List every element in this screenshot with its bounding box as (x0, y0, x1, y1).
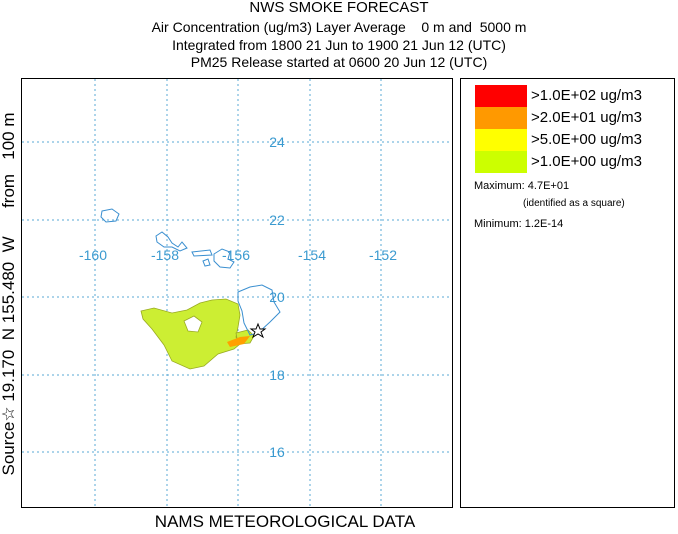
legend-label-1: >1.0E+02 ug/m3 (531, 87, 642, 104)
title: NWS SMOKE FORECAST (249, 0, 429, 16)
subtitle-concentration: Air Concentration (ug/m3) Layer Average … (151, 19, 527, 35)
lon-label-160: -160 (79, 247, 107, 263)
subtitle-release: PM25 Release started at 0600 20 Jun 12 (… (190, 54, 488, 70)
source-location-label: Source☆ 19.170 N 155.480 W from 100 m (0, 112, 18, 476)
graticule (22, 79, 452, 507)
legend-label-2: >2.0E+01 ug/m3 (531, 109, 642, 126)
lon-label-154: -154 (298, 247, 326, 263)
legend-maximum: Maximum: 4.7E+01 (474, 180, 570, 192)
lat-label-20: 20 (269, 289, 285, 305)
coastline-hawaii (100, 208, 281, 336)
legend-swatch-red (475, 85, 527, 107)
lat-label-22: 22 (269, 212, 285, 228)
legend-minimum: Minimum: 1.2E-14 (474, 218, 564, 230)
lon-label-156: -156 (222, 247, 250, 263)
lat-label-18: 18 (269, 367, 285, 383)
legend-label-3: >5.0E+00 ug/m3 (531, 131, 642, 148)
meteorological-data-label: NAMS METEOROLOGICAL DATA (154, 512, 416, 531)
legend-maximum-note: (identified as a square) (523, 198, 625, 209)
legend-swatch-orange (475, 107, 527, 129)
legend-panel: >1.0E+02 ug/m3 >2.0E+01 ug/m3 >5.0E+00 u… (460, 78, 675, 508)
subtitle-integration: Integrated from 1800 21 Jun to 1900 21 J… (172, 37, 506, 53)
lat-label-24: 24 (269, 134, 285, 150)
legend-swatch-yellow (475, 129, 527, 151)
lon-label-158: -158 (151, 247, 179, 263)
lat-label-16: 16 (269, 444, 285, 460)
source-star-icon (249, 322, 267, 339)
map-panel: -160 -158 -156 -154 -152 24 22 20 18 16 (21, 78, 453, 508)
legend-label-4: >1.0E+00 ug/m3 (531, 153, 642, 170)
legend-swatch-lime (475, 151, 527, 173)
smoke-plume (140, 298, 255, 370)
map-canvas: -160 -158 -156 -154 -152 24 22 20 18 16 (22, 79, 452, 507)
lon-label-152: -152 (369, 247, 397, 263)
